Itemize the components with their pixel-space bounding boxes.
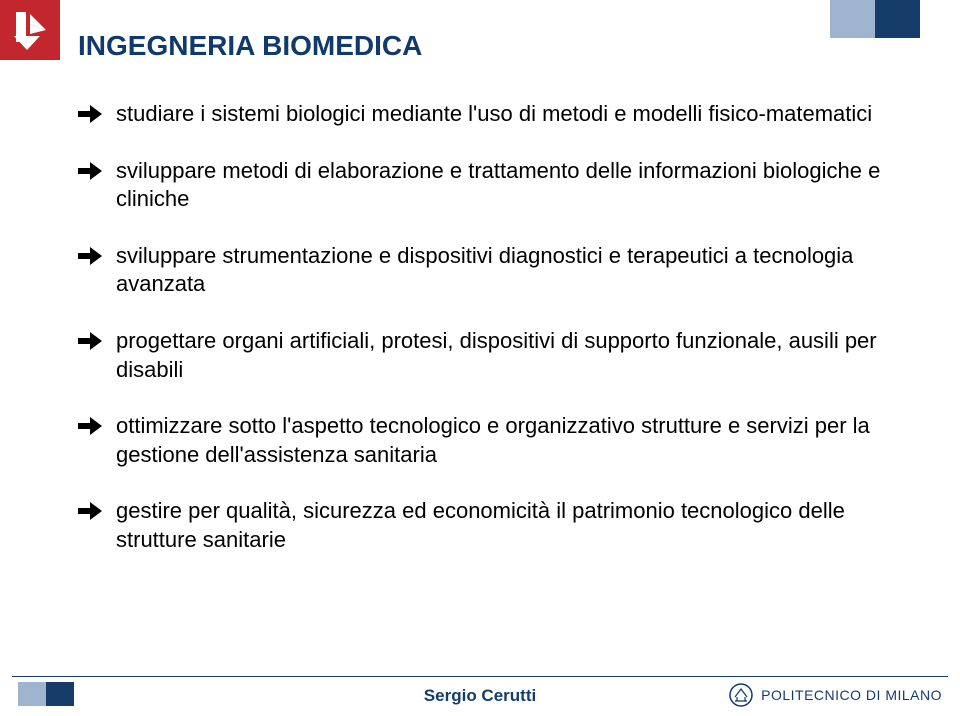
bullet-text: sviluppare metodi di elaborazione e trat… bbox=[116, 158, 880, 212]
bullet-text: studiare i sistemi biologici mediante l'… bbox=[116, 101, 872, 126]
institution-logo: POLITECNICO DI MILANO bbox=[729, 682, 942, 708]
footer: Sergio Cerutti POLITECNICO DI MILANO bbox=[0, 676, 960, 716]
bullet-text: sviluppare strumentazione e dispositivi … bbox=[116, 243, 853, 297]
bullet-text: gestire per qualità, sicurezza ed econom… bbox=[116, 498, 845, 552]
bullet-item: sviluppare metodi di elaborazione e trat… bbox=[78, 157, 890, 214]
bullet-item: sviluppare strumentazione e dispositivi … bbox=[78, 242, 890, 299]
slide: INGEGNERIA BIOMEDICA studiare i sistemi … bbox=[0, 0, 960, 716]
arrow-right-icon bbox=[78, 415, 102, 437]
bullet-list: studiare i sistemi biologici mediante l'… bbox=[78, 100, 890, 555]
top-right-stripes bbox=[830, 0, 960, 38]
stripe-dark bbox=[875, 0, 920, 38]
polimi-icon bbox=[729, 683, 753, 707]
bullet-text: ottimizzare sotto l'aspetto tecnologico … bbox=[116, 413, 870, 467]
bullet-text: progettare organi artificiali, protesi, … bbox=[116, 328, 877, 382]
arrow-right-icon bbox=[78, 160, 102, 182]
bullet-item: ottimizzare sotto l'aspetto tecnologico … bbox=[78, 412, 890, 469]
stripe-light bbox=[830, 0, 875, 38]
footer-divider bbox=[12, 676, 948, 677]
institution-name: POLITECNICO DI MILANO bbox=[761, 687, 942, 703]
slide-title: INGEGNERIA BIOMEDICA bbox=[78, 30, 422, 62]
bullet-item: gestire per qualità, sicurezza ed econom… bbox=[78, 497, 890, 554]
arrow-right-icon bbox=[78, 103, 102, 125]
arrow-right-icon bbox=[78, 245, 102, 267]
bullet-item: studiare i sistemi biologici mediante l'… bbox=[78, 100, 890, 129]
arrow-right-icon bbox=[78, 330, 102, 352]
corner-logo bbox=[0, 0, 60, 60]
bullet-item: progettare organi artificiali, protesi, … bbox=[78, 327, 890, 384]
content-area: studiare i sistemi biologici mediante l'… bbox=[78, 100, 890, 583]
arrow-right-icon bbox=[78, 500, 102, 522]
